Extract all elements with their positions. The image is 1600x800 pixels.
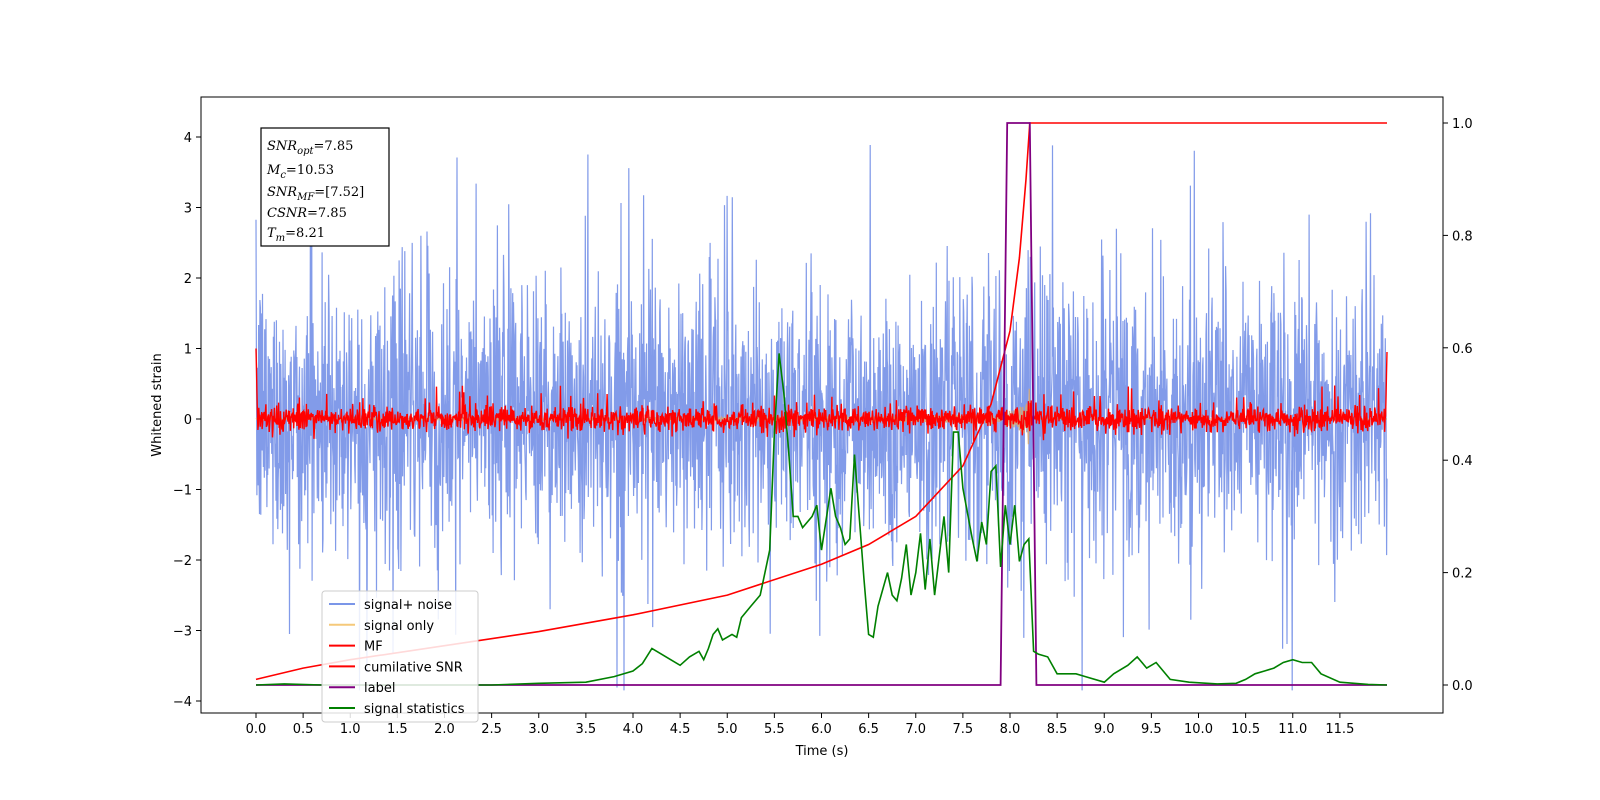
x-tick-label: 1.0	[340, 722, 361, 737]
x-tick-label: 9.0	[1094, 722, 1115, 737]
x-tick-label: 1.5	[387, 722, 408, 737]
legend: signal+ noise signal only MF cumilative SNR…	[321, 590, 479, 723]
annotation-tm: Tm=8.21	[267, 226, 325, 244]
x-tick-label: 6.0	[811, 722, 832, 737]
y-tick-label: −4	[173, 695, 192, 710]
y-right-tick-label: 1.0	[1452, 117, 1473, 132]
y-right-tick-label: 0.6	[1452, 342, 1473, 357]
y-tick-label: 1	[184, 343, 192, 358]
legend-items: signal+ noise signal only MF cumilative SNR…	[329, 598, 465, 717]
x-tick-label: 2.0	[434, 722, 455, 737]
y-tick-label: −2	[173, 554, 192, 569]
x-tick-label: 5.0	[717, 722, 738, 737]
y-tick-label: 0	[184, 413, 192, 428]
x-tick-label: 3.5	[576, 722, 597, 737]
x-axis-label: Time (s)	[795, 744, 849, 759]
series-signal-plus-noise	[255, 144, 1388, 691]
series-label	[256, 122, 1387, 686]
y-right-tick-label: 0.0	[1452, 679, 1473, 694]
x-tick-label: 6.5	[858, 722, 879, 737]
y-right-tick-label: 0.8	[1452, 229, 1473, 244]
annotation-box: SNRopt=7.85 Mc=10.53 SNRMF=[7.52] CSNR=7…	[260, 127, 390, 247]
axes-layer: 0.0 0.5 1.0 1.5 2.0 2.5 3.0 3.5 4.0 4.5 5.0 5.5 6.0 6…	[173, 117, 1473, 737]
legend-label: MF	[364, 640, 383, 655]
x-tick-label: 11.0	[1278, 722, 1307, 737]
legend-label: signal statistics	[364, 702, 465, 717]
y-tick-label: 3	[184, 202, 192, 217]
x-tick-label: 5.5	[764, 722, 785, 737]
y-tick-label: −1	[173, 484, 192, 499]
x-tick-label: 7.0	[905, 722, 926, 737]
legend-label: signal only	[364, 619, 434, 634]
x-tick-label: 4.0	[623, 722, 644, 737]
x-tick-label: 8.0	[1000, 722, 1021, 737]
x-tick-label: 10.0	[1184, 722, 1213, 737]
x-tick-label: 10.5	[1231, 722, 1260, 737]
y-tick-label: 4	[184, 131, 192, 146]
annotation-csnr: CSNR=7.85	[267, 206, 347, 221]
annotation-frame	[260, 127, 390, 247]
x-tick-label: 2.5	[481, 722, 502, 737]
y-axis-label: Whitened strain	[150, 353, 165, 456]
x-tick-label: 8.5	[1047, 722, 1068, 737]
x-tick-label: 0.5	[293, 722, 314, 737]
legend-label: label	[364, 681, 395, 696]
series-mf	[255, 348, 1388, 441]
legend-frame	[321, 590, 479, 723]
series-signal-statistics	[255, 353, 1388, 686]
legend-label: cumilative SNR	[364, 660, 463, 675]
x-tick-label: 7.5	[953, 722, 974, 737]
x-tick-label: 9.5	[1141, 722, 1162, 737]
x-tick-label: 0.0	[246, 722, 267, 737]
y-tick-label: 2	[184, 272, 192, 287]
y-right-tick-label: 0.2	[1452, 567, 1473, 582]
annotation-snr-mf: SNRMF=[7.52]	[267, 185, 364, 203]
annotation-snr-opt: SNRopt=7.85	[267, 139, 353, 157]
legend-label: signal+ noise	[364, 598, 452, 613]
x-tick-label: 11.5	[1325, 722, 1354, 737]
x-tick-label: 4.5	[670, 722, 691, 737]
annotation-mc: Mc=10.53	[266, 163, 334, 181]
x-tick-label: 3.0	[528, 722, 549, 737]
y-tick-label: −3	[173, 625, 192, 640]
y-right-tick-label: 0.4	[1452, 454, 1473, 469]
